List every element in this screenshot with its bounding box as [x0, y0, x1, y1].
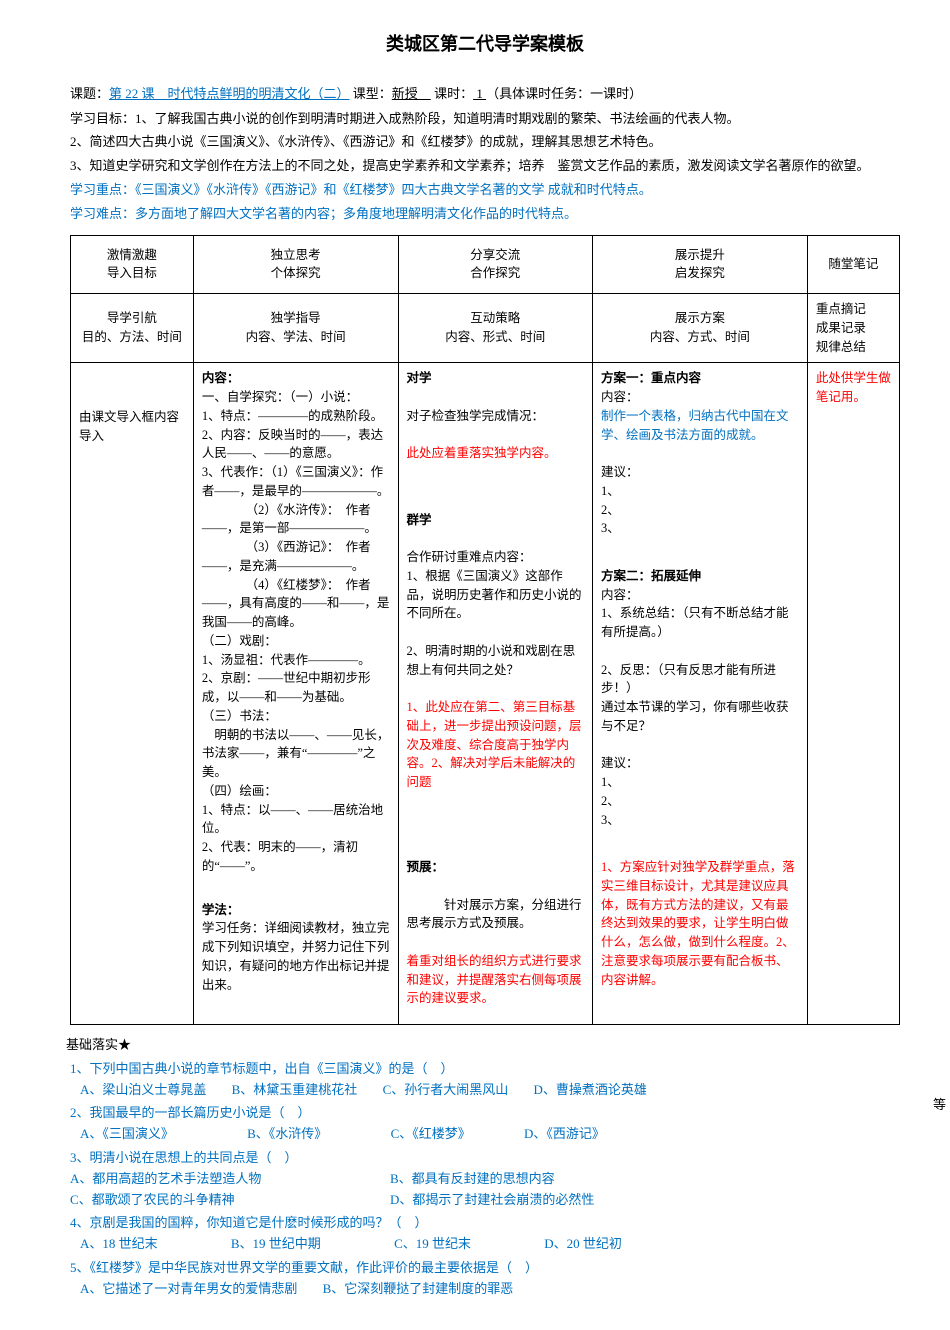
c3-p1r: 此处应着重落实独学内容。: [407, 444, 584, 463]
q1-a: A、梁山泊义士尊晁盖: [80, 1080, 206, 1101]
diff-text: 多方面地了解四大文学名著的内容；多角度地理解明清文化作品的时代特点。: [135, 206, 577, 221]
c4-p1b: 制作一个表格，归纳古代中国在文学、绘画及书法方面的成就。: [601, 407, 799, 445]
c2-content-title: 内容：: [202, 369, 390, 388]
r2c1: 导学引航目的、方法、时间: [71, 294, 194, 363]
period-note: （具体课时任务：一课时）: [486, 86, 642, 101]
period-value: 1: [473, 86, 486, 101]
goal-1-text: 1、了解我国古典小说的创作到明清时期进入成熟阶段，知道明清时期戏剧的繁荣、书法绘…: [135, 111, 740, 126]
r2c5: 重点摘记成果记录规律总结: [807, 294, 899, 363]
goal-3: 3、知道史学研究和文学创作在方法上的不同之处，提高史学素养和文学素养；培养 鉴赏…: [70, 156, 900, 177]
c2-text: 一、自学探究：（一）小说： 1、特点：————的成熟阶段。 2、内容：反映当时的…: [202, 388, 390, 876]
c4-p2: 内容： 1、系统总结：（只有不断总结才能有所提高。） 2、反思：（只有反思才能有…: [601, 586, 799, 736]
q2-c: C、《红楼梦》: [391, 1124, 471, 1145]
q3-b: B、都具有反封建的思想内容: [390, 1169, 594, 1190]
q2-b: B、《水浒传》: [247, 1124, 327, 1145]
q3-a: A、都用高超的艺术手法塑造人物: [70, 1169, 390, 1190]
q5-b: B、它深刻鞭挞了封建制度的罪恶: [323, 1279, 514, 1300]
q1-c: C、孙行者大闹黑风山: [383, 1080, 509, 1101]
meta-line-1: 课题：第 22 课 时代特点鲜明的明清文化（二） 课型：新授 课时： 1 （具体…: [70, 84, 900, 105]
key-label: 学习重点：: [70, 182, 135, 197]
c3-t3: 预展：: [407, 858, 584, 877]
c2-method-title: 学法：: [202, 901, 390, 920]
key-text: 《三国演义》《水浒传》《西游记》和《红楼梦》四大古典文学名著的文学 成就和时代特…: [135, 182, 652, 197]
c3-p3r: 着重对组长的组织方式进行要求和建议，并提醒落实右侧每项展示的建议要求。: [407, 952, 584, 1008]
q4-d: D、20 世纪初: [544, 1234, 622, 1255]
quiz-header: 基础落实★: [66, 1035, 900, 1056]
q3-c: C、都歌颂了农民的斗争精神: [70, 1190, 390, 1211]
c4-sug: 建议： 1、 2、 3、: [601, 463, 799, 538]
goal-label: 学习目标：: [70, 111, 135, 126]
main-table: 激情激趣导入目标 独立思考个体探究 分享交流合作探究 展示提升启发探究 随堂笔记…: [70, 235, 900, 1026]
side-char: 等: [933, 1095, 946, 1116]
hdr-2: 独立思考个体探究: [193, 235, 398, 294]
q5-a: A、它描述了一对青年男女的爱情悲剧: [80, 1279, 297, 1300]
period-label: 课时：: [434, 86, 473, 101]
q5: 5、《红楼梦》是中华民族对世界文学的重要文献，作此评价的最主要依据是（ ） A、…: [70, 1258, 900, 1300]
q1: 1、下列中国古典小说的章节标题中，出自《三国演义》的是（ ） A、梁山泊义士尊晁…: [70, 1059, 900, 1101]
c2-method: 学习任务：详细阅读教材，独立完成下列知识填空，并努力记住下列知识，有疑问的地方作…: [202, 919, 390, 994]
c3-p3: 针对展示方案，分组进行思考展示方式及预展。: [407, 896, 584, 934]
hdr-1: 激情激趣导入目标: [71, 235, 194, 294]
key-point: 学习重点：《三国演义》《水浒传》《西游记》和《红楼梦》四大古典文学名著的文学 成…: [70, 180, 900, 201]
hdr-3: 分享交流合作探究: [398, 235, 592, 294]
q4-stem: 4、京剧是我国的国粹，你知道它是什麽时候形成的吗？（ ）: [70, 1213, 900, 1234]
q2-a: A、《三国演义》: [80, 1124, 174, 1145]
topic-label: 课题：: [70, 86, 109, 101]
q2-stem: 2、我国最早的一部长篇历史小说是（ ）: [70, 1103, 900, 1124]
c4-t1: 方案一：重点内容: [601, 369, 799, 388]
body-c4: 方案一：重点内容 内容： 制作一个表格，归纳古代中国在文学、绘画及书法方面的成就…: [592, 363, 807, 1025]
body-c3: 对学 对子检查独学完成情况： 此处应着重落实独学内容。 群学 合作研讨重难点内容…: [398, 363, 592, 1025]
c3-t1: 对学: [407, 369, 584, 388]
body-c5: 此处供学生做笔记用。: [807, 363, 899, 1025]
goal-1: 学习目标：1、了解我国古典小说的创作到明清时期进入成熟阶段，知道明清时期戏剧的繁…: [70, 109, 900, 130]
type-value: 新授: [392, 86, 431, 101]
c5-note: 此处供学生做笔记用。: [816, 369, 891, 407]
body-c2: 内容： 一、自学探究：（一）小说： 1、特点：————的成熟阶段。 2、内容：反…: [193, 363, 398, 1025]
q5-stem: 5、《红楼梦》是中华民族对世界文学的重要文献，作此评价的最主要依据是（ ）: [70, 1258, 900, 1279]
q2: 2、我国最早的一部长篇历史小说是（ ） A、《三国演义》 B、《水浒传》 C、《…: [70, 1103, 900, 1145]
body-c1: 由课文导入框内容导入: [71, 363, 194, 1025]
q4-c: C、19 世纪末: [394, 1234, 471, 1255]
q3-stem: 3、明清小说在思想上的共同点是（ ）: [70, 1148, 900, 1169]
q3: 3、明清小说在思想上的共同点是（ ） A、都用高超的艺术手法塑造人物 C、都歌颂…: [70, 1148, 900, 1210]
hdr-4: 展示提升启发探究: [592, 235, 807, 294]
q4: 4、京剧是我国的国粹，你知道它是什麽时候形成的吗？（ ） A、18 世纪末 B、…: [70, 1213, 900, 1255]
q1-b: B、林黛玉重建桃花社: [232, 1080, 358, 1101]
q1-stem: 1、下列中国古典小说的章节标题中，出自《三国演义》的是（ ）: [70, 1059, 900, 1080]
q3-d: D、都揭示了封建社会崩溃的必然性: [390, 1190, 594, 1211]
topic-value: 第 22 课 时代特点鲜明的明清文化（二）: [109, 86, 350, 101]
type-label: 课型：: [353, 86, 392, 101]
c4-t2: 方案二：拓展延伸: [601, 567, 799, 586]
q2-d: D、《西游记》: [524, 1124, 605, 1145]
r2c2: 独学指导内容、学法、时间: [193, 294, 398, 363]
diff-point: 学习难点：多方面地了解四大文学名著的内容；多角度地理解明清文化作品的时代特点。: [70, 204, 900, 225]
c4-note: 1、方案应针对独学及群学重点，落实三维目标设计，尤其是建议应具体，既有方式方法的…: [601, 858, 799, 989]
q1-d: D、曹操煮酒论英雄: [533, 1080, 646, 1101]
c3-t2: 群学: [407, 511, 584, 530]
hdr-5: 随堂笔记: [807, 235, 899, 294]
diff-label: 学习难点：: [70, 206, 135, 221]
c3-p2r: 1、此处应在第二、第三目标基础上，进一步提出预设问题，层次及难度、综合度高于独学…: [407, 698, 584, 792]
page-title: 类城区第二代导学案模板: [70, 30, 900, 59]
q4-a: A、18 世纪末: [80, 1234, 158, 1255]
r2c3: 互动策略内容、形式、时间: [398, 294, 592, 363]
goal-2: 2、简述四大古典小说《三国演义》、《水浒传》、《西游记》和《红楼梦》的成就，理解…: [70, 132, 900, 153]
q4-b: B、19 世纪中期: [231, 1234, 321, 1255]
c3-p1: 对子检查独学完成情况：: [407, 407, 584, 426]
c4-p1a: 内容：: [601, 388, 799, 407]
quiz-section: 基础落实★ 1、下列中国古典小说的章节标题中，出自《三国演义》的是（ ） A、梁…: [70, 1035, 900, 1300]
c3-p2: 合作研讨重难点内容： 1、根据《三国演义》这部作品，说明历史著作和历史小说的不同…: [407, 548, 584, 679]
r2c4: 展示方案内容、方式、时间: [592, 294, 807, 363]
c4-sug2: 建议： 1、 2、 3、: [601, 754, 799, 829]
